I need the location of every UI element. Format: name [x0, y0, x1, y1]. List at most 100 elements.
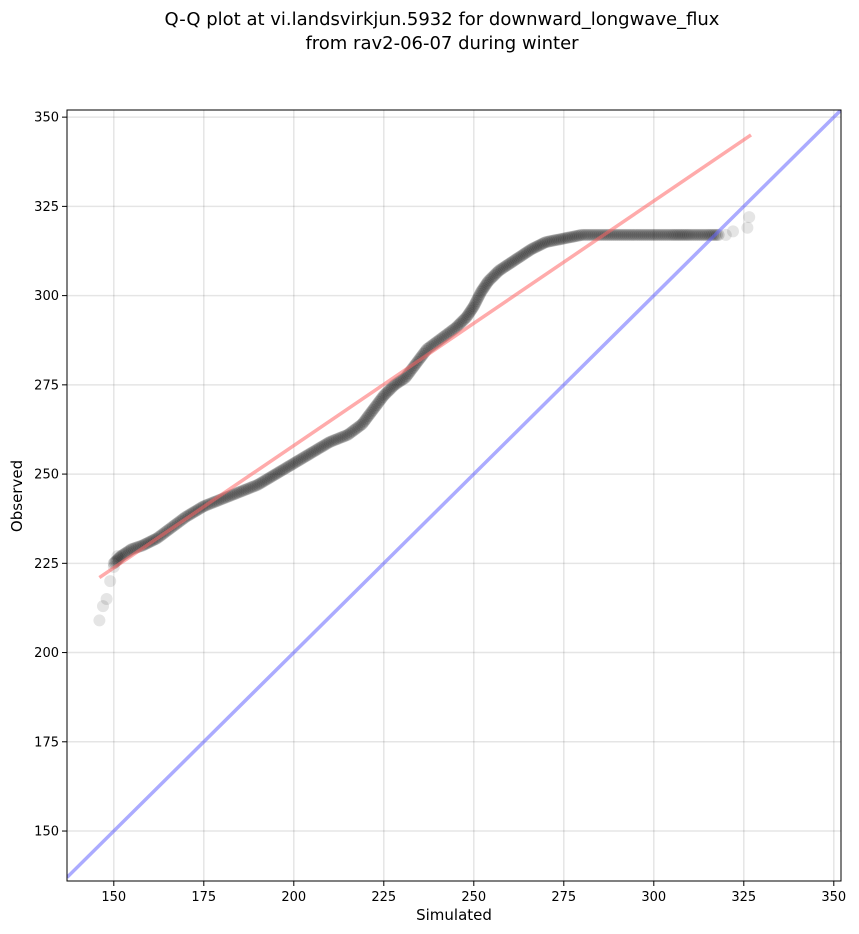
quantile-point — [673, 228, 685, 241]
quantile-point — [479, 279, 492, 292]
quantile-point — [541, 235, 554, 248]
quantile-point — [468, 298, 481, 311]
y-axis-label: Observed — [8, 460, 26, 532]
quantile-point — [528, 241, 541, 254]
quantile-point — [535, 238, 547, 251]
quantile-point — [475, 286, 487, 299]
quantile-point — [556, 232, 568, 245]
quantile-point — [356, 418, 369, 431]
quantile-point — [394, 374, 407, 387]
quantile-point — [312, 442, 325, 455]
quantile-point — [547, 234, 559, 247]
quantile-point — [627, 228, 640, 241]
quantile-point — [527, 242, 539, 255]
quantile-point — [639, 228, 652, 241]
fit-line — [98, 133, 752, 580]
quantile-point — [367, 403, 379, 416]
y-tick-label: 225 — [34, 557, 59, 572]
quantile-point — [391, 376, 404, 389]
quantile-point — [271, 467, 284, 480]
quantile-point — [502, 258, 515, 271]
quantile-point — [691, 228, 704, 241]
quantile-point — [665, 228, 678, 241]
quantile-point — [334, 431, 347, 444]
quantile-point — [545, 234, 558, 247]
quantile-point — [318, 438, 331, 451]
quantile-point — [297, 451, 310, 464]
x-tick-label: 175 — [191, 890, 216, 905]
quantile-point — [363, 408, 376, 421]
quantile-point — [509, 253, 522, 266]
quantile-point — [448, 322, 461, 335]
quantile-point — [471, 293, 484, 306]
quantile-point — [266, 470, 279, 483]
quantile-point — [561, 231, 574, 244]
quantile-point — [473, 289, 486, 302]
y-tick-label: 275 — [34, 378, 59, 393]
quantile-point — [513, 251, 526, 264]
quantile-point — [483, 273, 496, 286]
quantile-point — [359, 413, 372, 426]
y-tick-label: 300 — [34, 289, 59, 304]
quantile-point — [464, 304, 477, 317]
quantile-point — [320, 437, 333, 450]
quantile-point — [387, 380, 400, 393]
quantile-point — [390, 377, 403, 390]
quantile-point — [477, 282, 490, 295]
quantile-point — [287, 457, 300, 470]
quantile-point — [463, 306, 476, 319]
quantile-point — [370, 399, 383, 412]
quantile-point — [462, 307, 475, 320]
quantile-point — [400, 370, 413, 383]
quantile-point — [482, 275, 495, 288]
quantile-point — [453, 317, 466, 330]
quantile-point — [505, 256, 518, 269]
quantile-point — [486, 271, 499, 284]
quantile-point — [304, 447, 317, 460]
quantile-point — [358, 414, 371, 427]
quantile-point — [327, 434, 340, 447]
quantile-point — [533, 239, 546, 252]
quantile-point — [376, 391, 389, 404]
quantile-point — [699, 228, 712, 241]
quantile-point — [687, 228, 700, 241]
quantile-point — [237, 484, 250, 497]
quantile-point — [680, 228, 693, 241]
x-tick-label: 325 — [731, 890, 756, 905]
x-tick-label: 225 — [371, 890, 396, 905]
quantile-point — [480, 278, 493, 291]
quantile-point — [520, 246, 533, 259]
quantile-point — [585, 228, 598, 241]
quantile-point — [258, 474, 271, 487]
quantile-point — [506, 255, 519, 268]
quantile-point — [570, 230, 583, 243]
quantile-point — [274, 465, 287, 478]
quantile-point — [481, 276, 494, 289]
quantile-point — [388, 378, 401, 391]
quantile-point — [300, 449, 313, 462]
quantile-point — [273, 466, 286, 479]
quantile-point — [354, 419, 367, 432]
quantile-point — [682, 228, 694, 241]
quantile-point — [315, 440, 328, 453]
quantile-point — [446, 324, 459, 337]
quantile-point — [697, 228, 710, 241]
quantile-point — [494, 263, 507, 276]
quantile-point — [295, 452, 308, 465]
quantile-point — [365, 405, 378, 418]
quantile-point — [565, 231, 577, 244]
quantile-point — [393, 375, 406, 388]
quantile-point — [609, 228, 622, 241]
quantile-point — [525, 243, 538, 256]
quantile-point — [239, 483, 252, 496]
quantile-point — [460, 311, 473, 324]
quantile-point — [346, 425, 359, 438]
quantile-point — [466, 301, 479, 314]
quantile-point — [643, 228, 656, 241]
quantile-point — [343, 427, 356, 440]
quantile-point — [264, 471, 277, 484]
quantile-point — [472, 291, 485, 304]
quantile-point — [233, 485, 246, 498]
quantile-point — [519, 247, 532, 260]
